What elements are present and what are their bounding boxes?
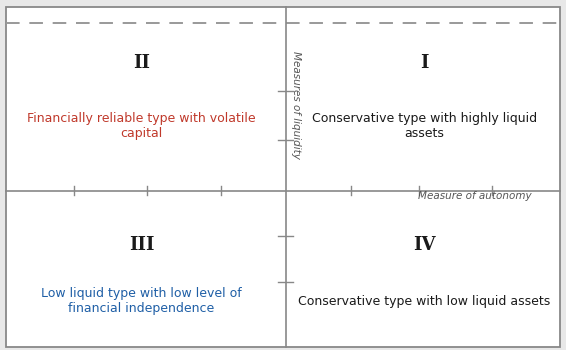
Text: IV: IV: [413, 236, 436, 254]
Text: Measures of liquidity: Measures of liquidity: [291, 51, 302, 159]
Text: II: II: [133, 54, 150, 72]
Text: Conservative type with low liquid assets: Conservative type with low liquid assets: [298, 294, 551, 308]
Text: Financially reliable type with volatile
capital: Financially reliable type with volatile …: [27, 112, 256, 140]
Text: III: III: [128, 236, 155, 254]
FancyBboxPatch shape: [6, 7, 560, 346]
Text: Measure of autonomy: Measure of autonomy: [418, 191, 532, 202]
Text: Low liquid type with low level of
financial independence: Low liquid type with low level of financ…: [41, 287, 242, 315]
Text: I: I: [420, 54, 429, 72]
Text: Conservative type with highly liquid
assets: Conservative type with highly liquid ass…: [312, 112, 537, 140]
